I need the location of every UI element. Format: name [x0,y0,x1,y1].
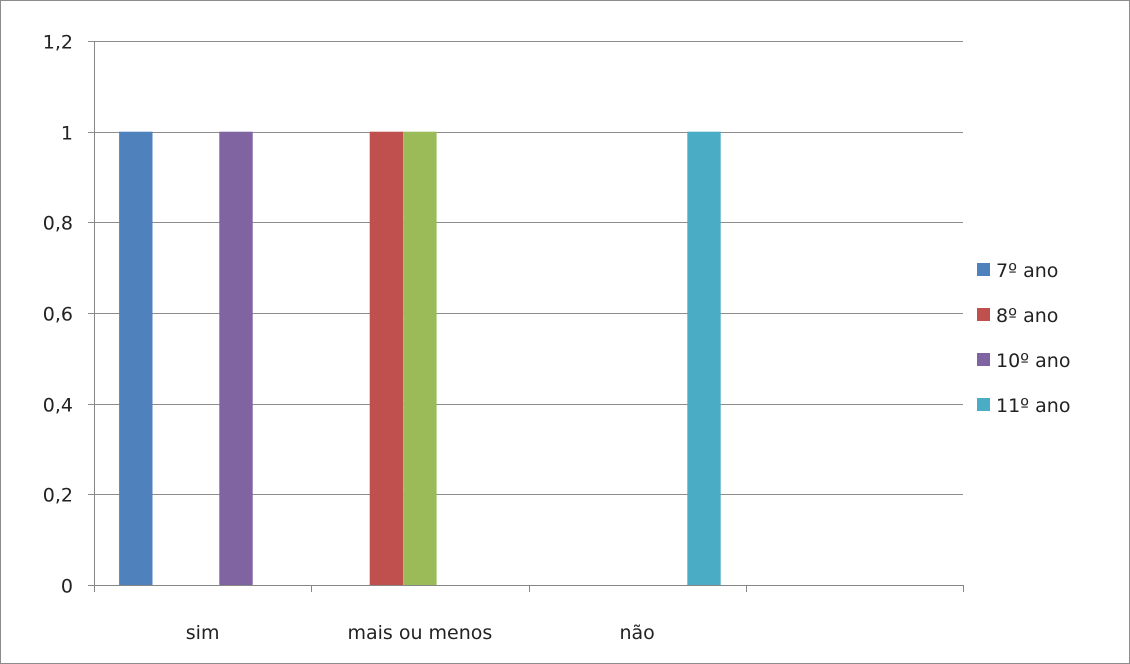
tick-labels: 0 0,2 0,4 0,6 0,8 1 1,2 sim mais ou menos não [43,32,655,645]
x-tick-label: não [619,622,654,644]
y-tick-label: 0,4 [43,395,73,417]
y-tick-label: 0,8 [43,213,73,235]
legend-label: 11º ano [996,395,1070,417]
bar [403,131,437,585]
legend-swatch [977,263,990,276]
x-tick-label: mais ou menos [347,622,492,644]
legend-swatch [977,398,990,411]
y-tick-label: 1 [61,123,73,145]
bar [219,131,253,585]
legend-label: 10º ano [996,350,1070,372]
gridlines [88,41,963,586]
legend-swatch [977,308,990,321]
x-tick-label: sim [186,622,220,644]
legend-label: 8º ano [996,305,1058,327]
y-tick-label: 0,6 [43,304,73,326]
y-tick-label: 0,2 [43,485,73,507]
axes [94,41,964,592]
bar [119,131,153,585]
legend-swatch [977,353,990,366]
bar [369,131,404,585]
legend: 7º ano 8º ano 10º ano 11º ano [977,260,1070,417]
legend-label: 7º ano [996,260,1058,282]
y-tick-label: 0 [61,576,73,598]
y-tick-label: 1,2 [43,32,73,54]
bars [119,131,721,585]
bar [687,131,721,585]
